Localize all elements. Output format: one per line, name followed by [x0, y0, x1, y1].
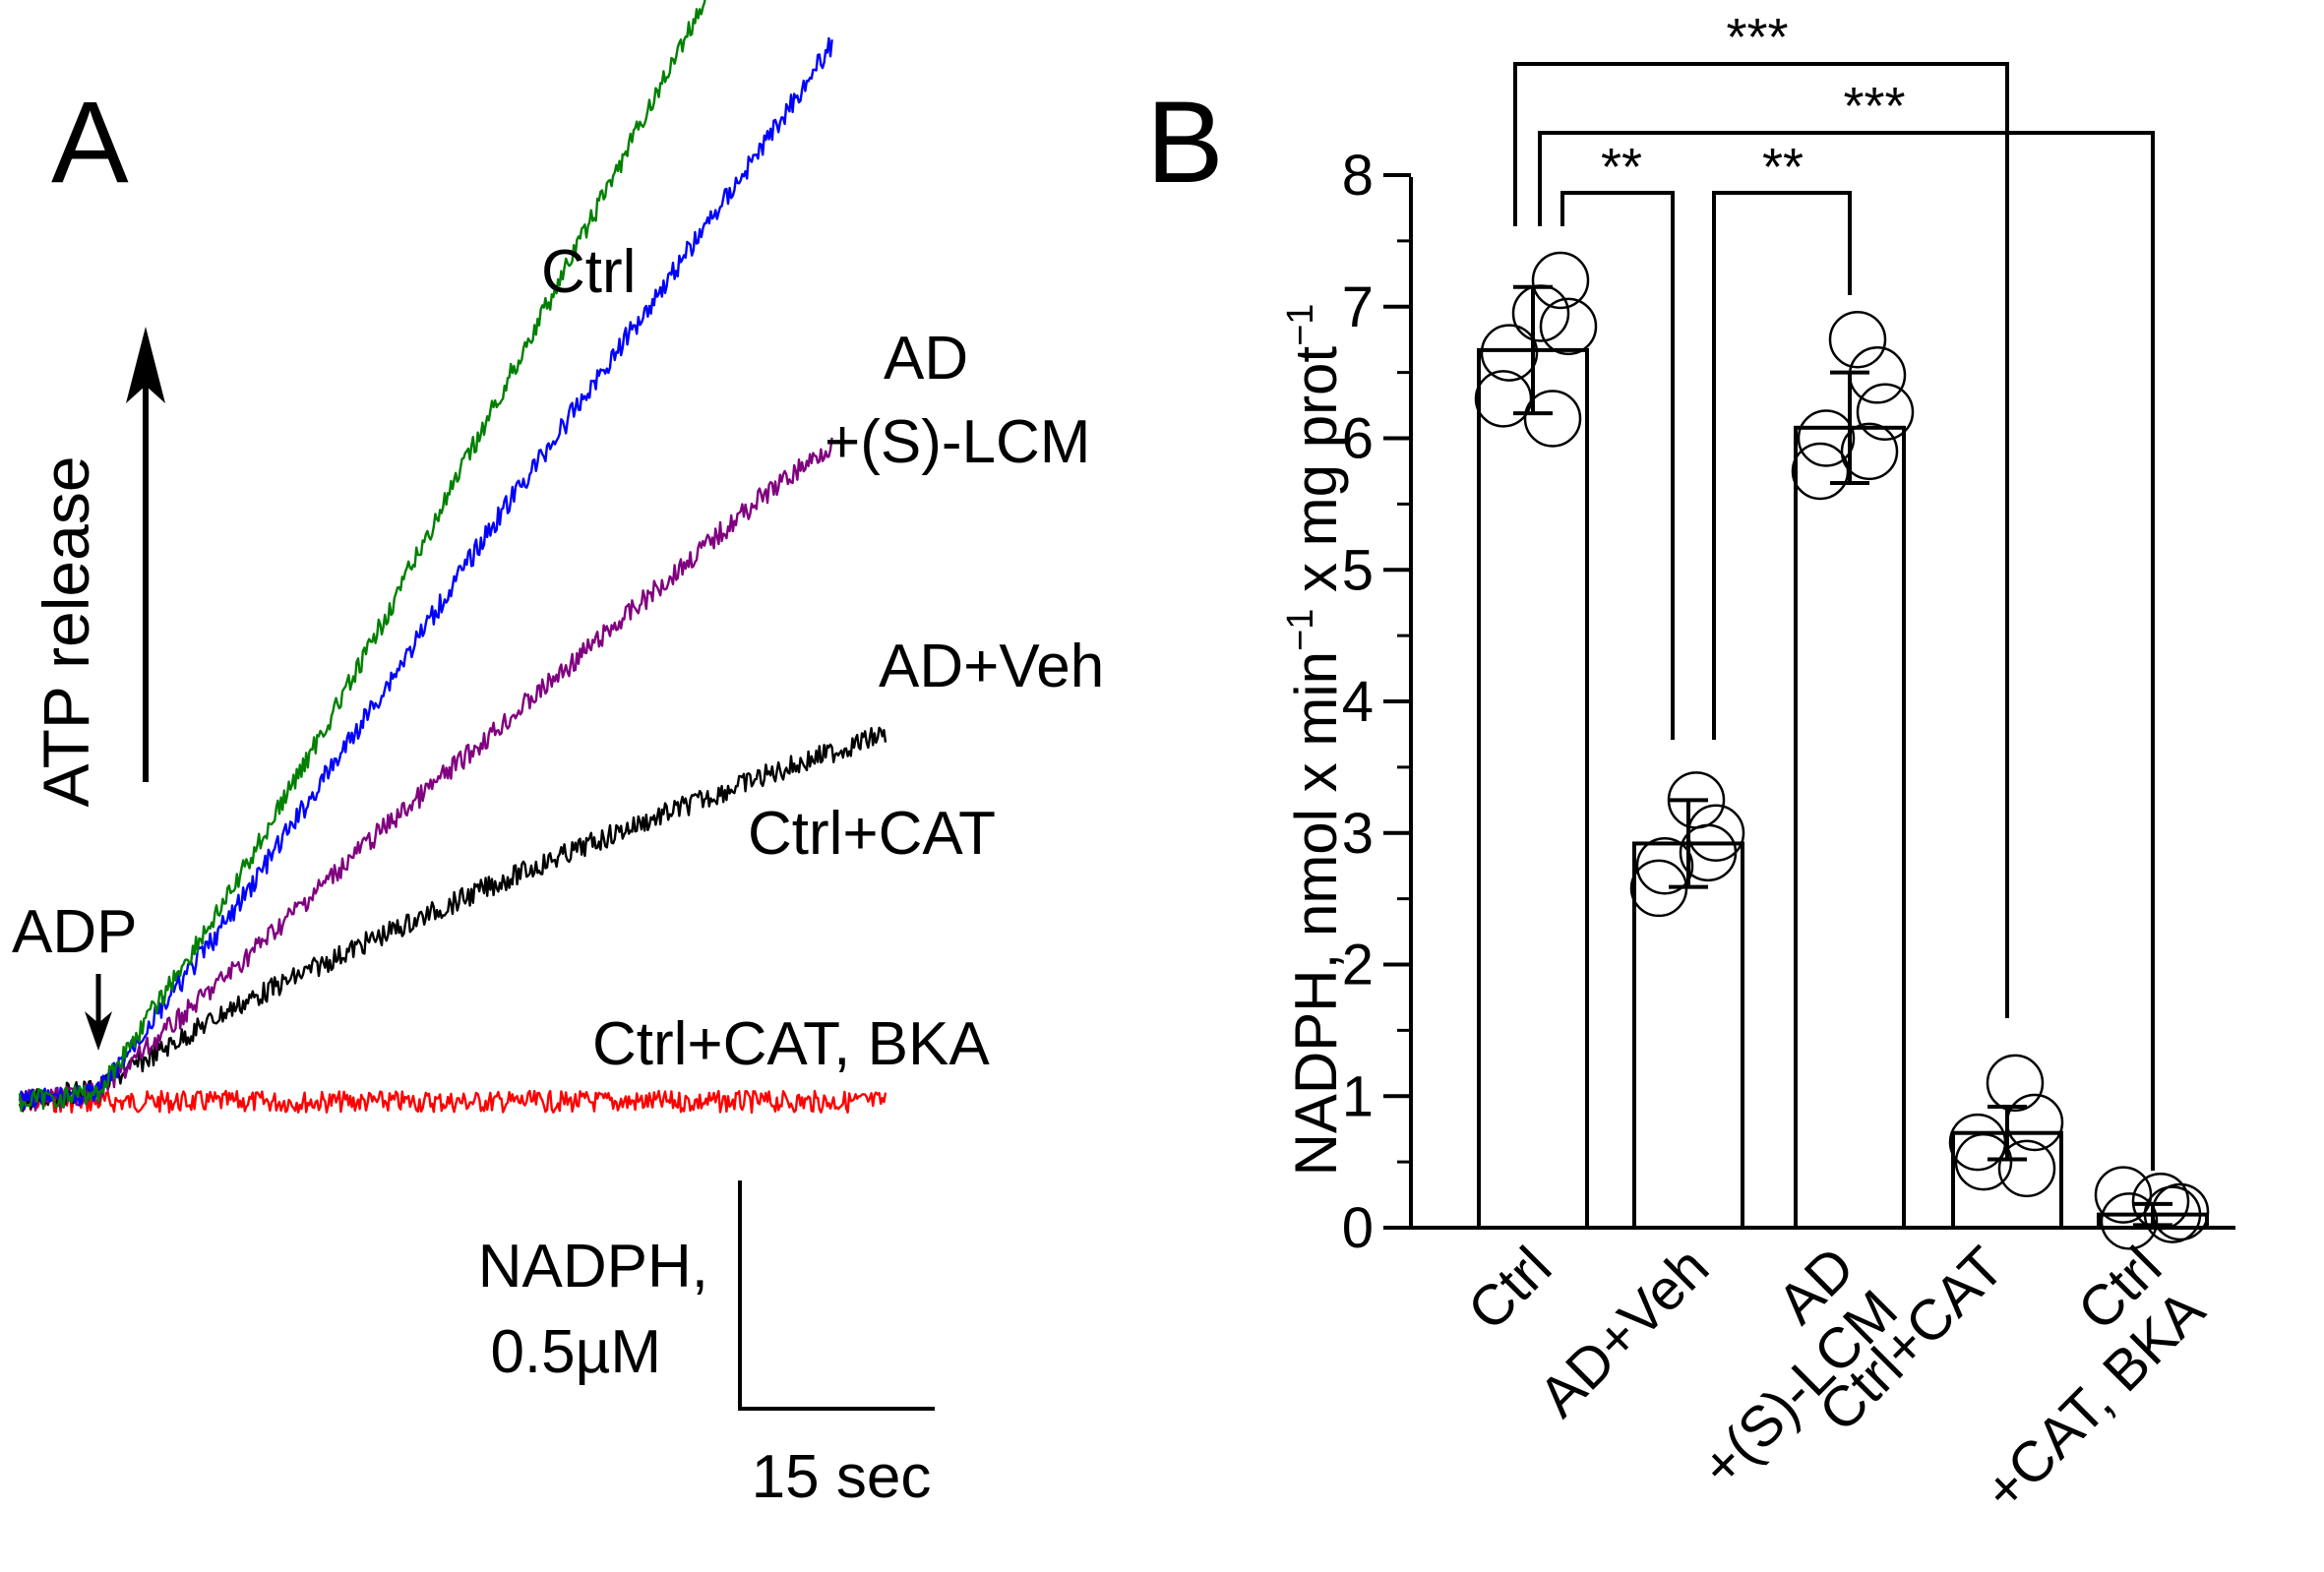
trace-label-ctrl-cat: Ctrl+CAT [748, 800, 996, 868]
sig-label-4: ** [1762, 138, 1804, 197]
y-tick-label: 5 [1342, 538, 1374, 602]
data-point [1954, 1132, 2013, 1191]
scale-y-label-2: 0.5µM [490, 1318, 661, 1386]
adp-label: ADP [12, 898, 137, 966]
bracket-ctrl-vs-ad-veh [1560, 191, 1675, 740]
error-bars [1513, 284, 2172, 1228]
bar [1477, 347, 1589, 1230]
trace-ad-s-lcm [18, 36, 833, 1110]
y-axis-label: NADPH, nmol x min−1 x mg prot−1 [1280, 304, 1349, 1177]
bracket-ctrl-vs-ctrl-cat [1513, 62, 2009, 1018]
data-point [1797, 409, 1856, 467]
bar [1794, 425, 1906, 1230]
y-tick-label: 1 [1342, 1064, 1374, 1128]
significance-brackets [1513, 62, 2155, 1171]
data-point [1531, 251, 1590, 310]
y-tick-label: 0 [1342, 1196, 1374, 1260]
y-axis-ticks: 0 1 2 3 4 5 6 7 8 [1342, 144, 1411, 1260]
y-tick-label: 7 [1342, 275, 1374, 339]
trace-label-ctrl-cat-bka: Ctrl+CAT, BKA [592, 1010, 990, 1078]
atp-release-label: ATP release [30, 455, 102, 807]
bracket-ad-veh-vs-ad-lcm [1712, 191, 1852, 740]
bars [1477, 347, 2209, 1230]
data-point [1635, 836, 1694, 895]
sig-label-3: ** [1601, 138, 1642, 197]
sig-label-1: *** [1726, 8, 1788, 67]
data-point [1997, 1139, 2056, 1198]
x-tick-ad-veh: AD+Veh [1527, 1235, 1722, 1429]
y-tick-label: 4 [1342, 670, 1374, 734]
trace-ctrl-cat [18, 726, 887, 1113]
panel-b-letter: B [1146, 78, 1224, 208]
y-tick-label: 6 [1342, 407, 1374, 471]
y-tick-label: 8 [1342, 144, 1374, 208]
trace-label-ad-veh: AD+Veh [879, 633, 1104, 700]
x-tick-ctrl: Ctrl [1455, 1235, 1563, 1343]
data-point [1828, 310, 1887, 369]
panel-b: B NADPH, nmol x min−1 x mg prot−1 0 1 2 3 4 5… [1146, 8, 2235, 1523]
data-point [1840, 422, 1899, 481]
scale-bar [738, 1180, 935, 1411]
trace-label-ad-lcm-1: AD [884, 325, 968, 393]
data-point [2094, 1166, 2153, 1224]
data-point [1856, 383, 1915, 441]
bracket-ctrl-vs-ctrl-cat-bka [1538, 131, 2155, 1171]
data-point [1539, 297, 1598, 356]
trace-ad-veh [19, 437, 833, 1112]
traces [18, 0, 887, 1115]
trace-ctrl [18, 0, 711, 1113]
bar [1632, 841, 1744, 1230]
data-point [2143, 1185, 2202, 1243]
data-point [1679, 823, 1738, 882]
trace-ctrl-cat-bka [19, 1089, 887, 1115]
data-point [1480, 324, 1539, 382]
y-tick-label: 2 [1342, 934, 1374, 998]
data-point [2100, 1192, 2159, 1250]
panel-a: A ATP release ADP Ctrl AD +(S)-LCM AD+Ve… [12, 0, 1104, 1511]
scale-y-label-1: NADPH, [478, 1233, 708, 1300]
atp-release-arrow [126, 327, 165, 782]
trace-label-ctrl: Ctrl [541, 238, 636, 306]
panel-a-letter: A [51, 78, 129, 208]
trace-label-ad-lcm-2: +(S)-LCM [825, 408, 1090, 476]
sig-label-2: *** [1843, 77, 1905, 136]
data-point [1986, 1054, 2045, 1113]
y-tick-label: 3 [1342, 802, 1374, 866]
scale-x-label: 15 sec [752, 1443, 932, 1511]
data-point [1523, 390, 1582, 448]
data-point [1848, 346, 1907, 404]
adp-arrow [85, 974, 112, 1051]
